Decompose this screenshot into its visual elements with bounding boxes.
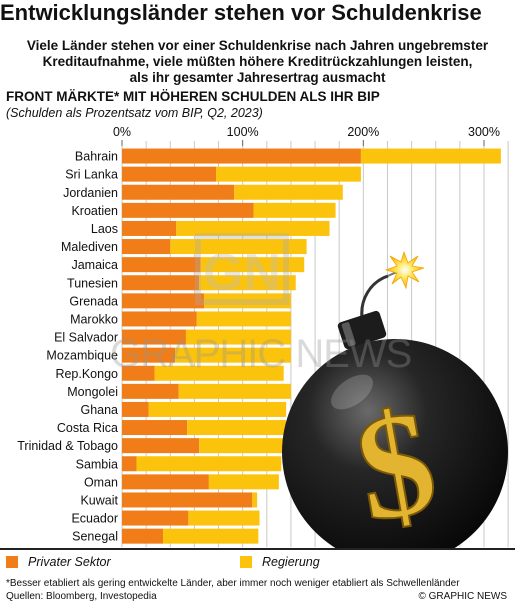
- x-tick-label: 300%: [468, 125, 500, 139]
- bar-private: [122, 202, 254, 218]
- bar-private: [122, 383, 179, 399]
- divider: [0, 548, 515, 550]
- bars: [122, 148, 501, 544]
- category-label: Mozambique: [46, 349, 118, 363]
- bar-government: [148, 401, 287, 417]
- category-label: Senegal: [72, 530, 118, 544]
- x-tick-label: 200%: [347, 125, 379, 139]
- bar-government: [176, 220, 330, 236]
- category-label: Kuwait: [80, 493, 118, 507]
- bar-government: [185, 329, 291, 345]
- bar-government: [154, 365, 284, 381]
- bar-government: [208, 474, 279, 490]
- legend-swatch-private: [6, 556, 18, 568]
- bar-government: [178, 383, 291, 399]
- bomb-with-dollar-sign-icon: $: [282, 250, 508, 548]
- bar-government: [188, 510, 260, 526]
- category-label: Ecuador: [71, 512, 118, 526]
- chart-subtitle: Viele Länder stehen vor einer Schuldenkr…: [0, 38, 515, 86]
- bar-government: [204, 293, 291, 309]
- legend-label-government: Regierung: [262, 555, 320, 569]
- category-label: Malediven: [61, 240, 118, 254]
- watermark-text: GRAPHIC NEWS: [110, 332, 412, 376]
- subtitle-line: als ihr gesamter Jahresertrag ausmacht: [129, 70, 386, 85]
- sources: Quellen: Bloomberg, Investopedia: [6, 591, 157, 602]
- category-label: Jamaica: [71, 258, 118, 272]
- bar-private: [122, 401, 149, 417]
- x-tick-label: 100%: [227, 125, 259, 139]
- bar-government: [234, 184, 343, 200]
- bar-private: [122, 510, 189, 526]
- subtitle-line: Kreditaufnahme, viele müßten höhere Kred…: [42, 54, 473, 69]
- bar-private: [122, 220, 177, 236]
- category-label: Sri Lanka: [65, 168, 118, 182]
- bar-government: [196, 311, 291, 327]
- legend-swatch-government: [240, 556, 252, 568]
- chart-title: Entwicklungsländer stehen vor Schuldenkr…: [0, 0, 482, 25]
- chart-subheading: (Schulden als Prozentsatz vom BIP, Q2, 2…: [6, 106, 263, 120]
- bar-private: [122, 184, 235, 200]
- bar-government: [253, 202, 336, 218]
- bar-private: [122, 311, 197, 327]
- bar-government: [136, 456, 282, 472]
- bar-private: [122, 456, 137, 472]
- bar-government: [163, 528, 259, 544]
- bar-private: [122, 148, 361, 164]
- footnote: *Besser etabliert als gering entwickelte…: [6, 578, 460, 589]
- bar-private: [122, 528, 164, 544]
- watermark-logo-icon: GN: [195, 233, 289, 305]
- bar-private: [122, 438, 200, 454]
- bar-private: [122, 474, 209, 490]
- bar-private: [122, 275, 200, 291]
- x-axis-ticks: 0% 100% 200% 300%: [113, 125, 500, 146]
- category-label: Grenada: [69, 294, 118, 308]
- category-labels: Bahrain Sri Lanka Jordanien Kroatien Laos Mal…: [17, 150, 118, 544]
- category-label: Jordanien: [63, 186, 118, 200]
- category-label: Bahrain: [75, 150, 118, 164]
- legend-item-government: Regierung: [240, 555, 320, 569]
- spark-icon: [384, 250, 425, 290]
- bar-government: [170, 239, 307, 255]
- bar-private: [122, 166, 217, 182]
- category-label: Trinidad & Tobago: [17, 439, 118, 453]
- category-label: Laos: [91, 222, 118, 236]
- bar-private: [122, 293, 205, 309]
- bar-government: [360, 148, 501, 164]
- watermark-logo-letters: GN: [203, 244, 281, 302]
- category-label: Ghana: [80, 403, 118, 417]
- bar-government: [187, 420, 287, 436]
- bar-government: [216, 166, 361, 182]
- category-label: Oman: [84, 475, 118, 489]
- bar-government: [252, 492, 258, 508]
- bar-private: [122, 347, 176, 363]
- bar-private: [122, 329, 186, 345]
- bar-private: [122, 420, 188, 436]
- category-label: Sambia: [76, 457, 118, 471]
- bar-government: [200, 257, 305, 273]
- subtitle-line: Viele Länder stehen vor einer Schuldenkr…: [26, 38, 489, 53]
- bar-chart: 0% 100% 200% 300% Bahrain Sri Lanka Jordanien…: [17, 125, 509, 548]
- bar-private: [122, 257, 201, 273]
- category-label: Costa Rica: [57, 421, 118, 435]
- bar-private: [122, 492, 253, 508]
- x-tick-label: 0%: [113, 125, 131, 139]
- category-label: Rep.Kongo: [55, 367, 118, 381]
- legend-item-private: Privater Sektor: [6, 555, 111, 569]
- category-label: El Salvador: [54, 331, 118, 345]
- category-label: Tunesien: [67, 276, 118, 290]
- bar-government: [175, 347, 291, 363]
- bar-government: [199, 438, 287, 454]
- category-label: Kroatien: [71, 204, 118, 218]
- chart-heading: FRONT MÄRKTE* MIT HÖHEREN SCHULDEN ALS I…: [6, 89, 380, 104]
- credit: © GRAPHIC NEWS: [418, 591, 508, 602]
- bar-private: [122, 239, 171, 255]
- bar-government: [199, 275, 296, 291]
- category-label: Marokko: [70, 312, 118, 326]
- category-label: Mongolei: [67, 385, 118, 399]
- legend-label-private: Privater Sektor: [28, 555, 111, 569]
- bar-private: [122, 365, 155, 381]
